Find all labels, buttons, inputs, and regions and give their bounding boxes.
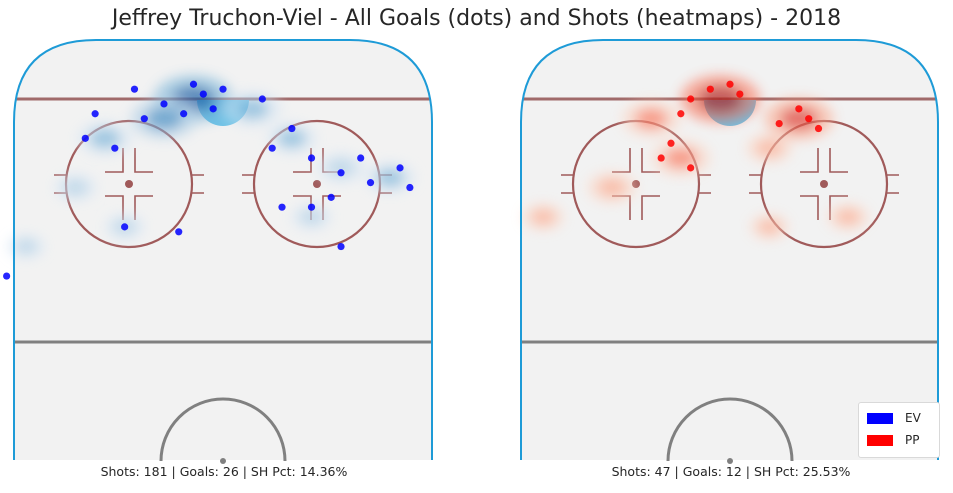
goal-dot [219, 85, 227, 93]
goal-dot [687, 95, 695, 103]
faceoff-markings-left [612, 148, 660, 220]
goal-dot [667, 139, 675, 147]
goal-dot [209, 105, 217, 113]
heat-blob-inner [236, 98, 269, 119]
goal-dot [199, 90, 207, 98]
goal-dot [111, 144, 119, 152]
heat-blob-inner [635, 108, 668, 129]
center-dot [727, 458, 733, 464]
heat-blob-inner [15, 239, 37, 254]
goal-dot [258, 95, 266, 103]
goal-dot [795, 105, 803, 113]
goal-dot [3, 272, 11, 280]
goal-dot [357, 154, 365, 162]
right-panel-stats: Shots: 47 | Goals: 12 | SH Pct: 25.53% [611, 464, 851, 479]
rink-panel-right [520, 39, 939, 464]
legend-label-pp: PP [905, 433, 920, 447]
boards [13, 39, 433, 460]
faceoff-dot-right [820, 180, 828, 188]
hash-marks-left [561, 174, 711, 194]
heat-blob-inner [598, 178, 626, 197]
goal-dot [775, 120, 783, 128]
legend-item-pp: PP [867, 431, 919, 449]
goal-dot [327, 193, 335, 201]
goal-dot [366, 179, 375, 187]
goal-dot [121, 223, 129, 231]
goal-dot [180, 110, 188, 118]
hash-marks-right [749, 174, 899, 194]
heat-blob-inner [756, 139, 783, 157]
heat-blob-inner [758, 219, 780, 234]
goal-dot [278, 203, 286, 211]
goal-dot [677, 110, 685, 118]
legend-label-ev: EV [905, 411, 921, 425]
goal-dot [81, 134, 89, 142]
goal-dot [175, 228, 183, 236]
goal-dot [396, 164, 404, 172]
ice-surface [521, 40, 938, 460]
rink-panel-left [3, 39, 433, 464]
heat-blob-inner [300, 209, 323, 225]
center-circle [159, 397, 287, 462]
shot-heatmap-left [7, 75, 416, 260]
goal-dot [687, 164, 695, 172]
center-dot [220, 458, 226, 464]
faceoff-markings-right [800, 148, 848, 220]
goal-dot [706, 85, 714, 93]
goal-dot [814, 124, 823, 133]
legend-swatch-pp [867, 434, 893, 446]
heat-blob-inner [89, 128, 121, 149]
goal-dot [307, 154, 316, 162]
left-panel-stats: Shots: 181 | Goals: 26 | SH Pct: 14.36% [100, 464, 348, 479]
goal-dot [736, 90, 744, 98]
heat-blob-inner [376, 168, 405, 187]
center-circle [666, 397, 794, 462]
faceoff-dot-left [125, 180, 133, 188]
legend-swatch-ev [867, 412, 893, 424]
goal-dot [288, 124, 296, 133]
goal-dot [189, 80, 198, 88]
heat-blob-inner [779, 107, 818, 131]
goal-dot [805, 115, 813, 123]
faceoff-markings-left [105, 148, 153, 220]
goal-dot [657, 154, 665, 162]
chart-title: Jeffrey Truchon-Viel - All Goals (dots) … [111, 6, 842, 31]
goal-dot [160, 100, 168, 108]
heat-blob-inner [531, 209, 555, 225]
legend-item-ev: EV [867, 409, 921, 427]
hash-marks-right [242, 174, 392, 194]
goal-dot [268, 144, 276, 152]
boards [520, 39, 939, 460]
heat-blob-inner [698, 85, 743, 113]
heat-blob-inner [277, 129, 306, 148]
heat-blob-inner [145, 107, 183, 130]
heat-blob-inner [836, 209, 860, 225]
heat-blob-inner [63, 179, 88, 196]
heat-blob-inner [664, 147, 698, 169]
goal-dot [307, 203, 316, 211]
legend: EV PP [858, 402, 940, 458]
goal-dot [140, 115, 148, 123]
goal-dot [406, 183, 414, 192]
goal-dot [726, 80, 734, 88]
goal-dot [337, 242, 345, 251]
heat-blob-inner [327, 159, 355, 177]
goal-dot [337, 169, 345, 177]
goal-dot [91, 110, 99, 118]
goal-dot [130, 85, 139, 93]
faceoff-dot-right [313, 180, 321, 188]
